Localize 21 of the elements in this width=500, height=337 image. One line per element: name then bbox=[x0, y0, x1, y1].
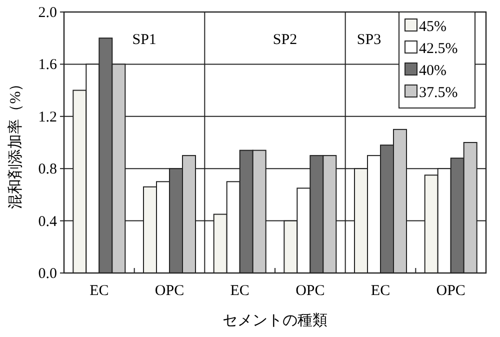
legend-label: 37.5% bbox=[419, 85, 458, 101]
x-tick-label: EC bbox=[230, 283, 250, 299]
y-tick-label: 0.0 bbox=[38, 266, 57, 282]
y-tick-label: 0.4 bbox=[38, 214, 58, 230]
x-axis-title: セメントの種類 bbox=[222, 312, 328, 329]
legend-label: 45% bbox=[419, 19, 446, 35]
legend-label: 42.5% bbox=[419, 41, 458, 57]
x-tick-label: OPC bbox=[296, 283, 325, 299]
y-axis-title: 混和剤添加率（%） bbox=[7, 76, 24, 209]
x-tick-label: OPC bbox=[436, 283, 466, 299]
y-tick-label: 1.6 bbox=[38, 57, 58, 74]
x-tick-label: EC bbox=[370, 283, 390, 299]
y-tick-label: 1.2 bbox=[38, 109, 57, 126]
legend-label: 40% bbox=[419, 63, 446, 79]
annotation: SP3 bbox=[356, 32, 382, 48]
y-tick-label: 2.0 bbox=[38, 5, 57, 21]
y-tick-label: 0.8 bbox=[38, 162, 57, 178]
annotation: SP2 bbox=[272, 32, 298, 48]
annotation: SP1 bbox=[132, 32, 156, 48]
x-tick-label: EC bbox=[90, 283, 109, 299]
x-tick-label: OPC bbox=[154, 283, 184, 299]
